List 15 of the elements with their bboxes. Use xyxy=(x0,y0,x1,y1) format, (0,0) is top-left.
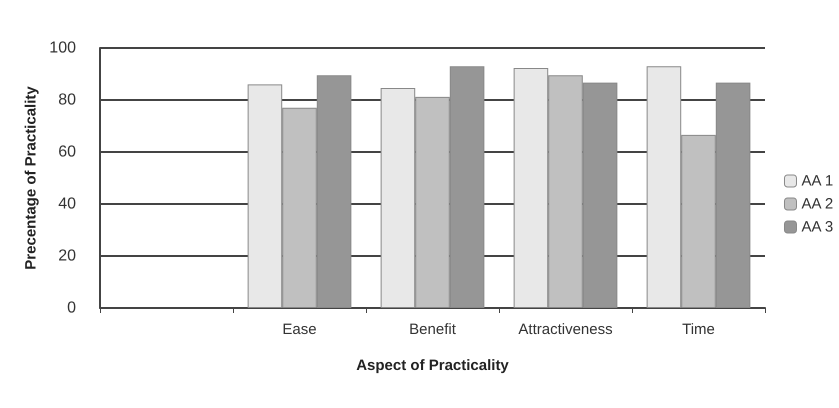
y-tick-label: 100 xyxy=(49,40,76,56)
x-tick-label: Ease xyxy=(282,321,317,338)
x-tick-label: Benefit xyxy=(409,321,457,338)
y-axis-title: Precentage of Practicality xyxy=(22,86,40,270)
y-tick-label: 40 xyxy=(58,196,76,212)
x-tick-label: Attractiveness xyxy=(518,321,613,338)
y-tick-label: 80 xyxy=(58,92,76,108)
y-tick-label: 20 xyxy=(58,248,76,264)
legend-label: AA 1 xyxy=(801,172,834,190)
y-tick-label: 0 xyxy=(67,300,76,316)
legend-label: AA 3 xyxy=(801,218,834,236)
x-tick-label: Time xyxy=(682,321,715,338)
y-tick-label: 60 xyxy=(58,144,76,160)
legend-label: AA 2 xyxy=(801,196,834,212)
x-axis-title: Aspect of Practicality xyxy=(356,357,510,374)
